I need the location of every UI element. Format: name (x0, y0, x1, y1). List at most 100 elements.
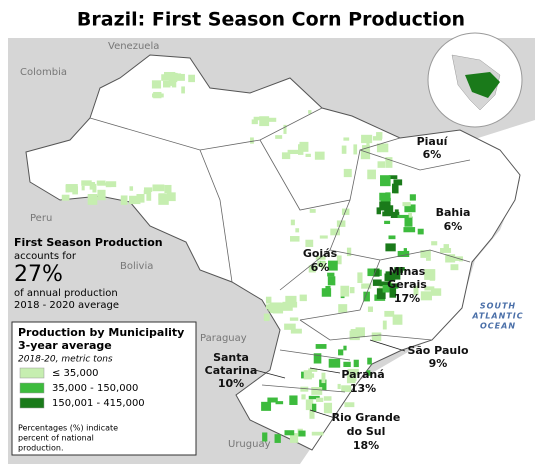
municipality-patch (295, 228, 300, 233)
municipality-patch (272, 302, 284, 314)
municipality-patch (384, 273, 396, 282)
municipality-patch (384, 310, 395, 317)
legend-label: 150,001 - 415,000 (52, 398, 145, 409)
municipality-patch (343, 345, 347, 351)
municipality-patch (429, 270, 436, 281)
municipality-patch (129, 186, 134, 191)
municipality-patch (168, 80, 174, 86)
production-patches (61, 71, 463, 443)
municipality-patch (323, 402, 333, 414)
municipality-patch (350, 328, 360, 333)
municipality-patch (285, 295, 297, 304)
municipality-patch (376, 207, 381, 215)
municipality-patch (403, 227, 416, 233)
municipality-patch (323, 396, 332, 401)
municipality-patch (392, 314, 403, 325)
municipality-patch (343, 168, 352, 178)
municipality-patch (176, 73, 182, 81)
municipality-patch (181, 86, 185, 94)
municipality-patch (313, 353, 322, 364)
municipality-patch (253, 116, 262, 121)
country-label: Peru (30, 213, 52, 224)
municipality-patch (372, 279, 382, 286)
municipality-patch (305, 153, 311, 157)
state-share: 13% (350, 382, 376, 395)
state-share: 18% (353, 439, 379, 452)
municipality-patch (301, 394, 306, 400)
ocean-label: ATLANTIC (471, 312, 523, 321)
legend-note: percent of national (18, 434, 94, 443)
municipality-patch (390, 211, 400, 218)
municipality-patch (367, 306, 373, 312)
municipality-patch (420, 291, 432, 301)
municipality-patch (290, 328, 302, 334)
municipality-patch (81, 185, 85, 191)
municipality-patch (308, 110, 312, 114)
municipality-patch (361, 134, 373, 144)
municipality-patch (168, 75, 178, 83)
state-share: 9% (429, 357, 448, 370)
state-name: Paraná (341, 368, 384, 381)
country-label: Bolivia (120, 261, 153, 272)
municipality-patch (388, 235, 396, 240)
state-name: Santa (213, 351, 249, 364)
summary-text: accounts for (14, 251, 77, 262)
municipality-patch (341, 385, 352, 392)
summary-heading: First Season Production (14, 236, 163, 249)
municipality-patch (316, 397, 324, 402)
municipality-patch (328, 260, 338, 271)
municipality-patch (311, 431, 324, 436)
summary-text: 2018 - 2020 average (14, 300, 119, 311)
municipality-patch (361, 283, 372, 289)
municipality-patch (402, 202, 411, 207)
municipality-patch (341, 145, 347, 154)
municipality-patch (97, 189, 106, 201)
municipality-patch (385, 157, 393, 168)
municipality-patch (299, 294, 307, 302)
state-borders (89, 107, 471, 393)
municipality-patch (129, 195, 141, 205)
legend-title: Production by Municipality (18, 326, 184, 339)
municipality-patch (250, 137, 254, 144)
municipality-patch (382, 284, 390, 293)
municipality-patch (65, 184, 78, 193)
municipality-patch (289, 433, 299, 443)
legend-note: production. (18, 444, 64, 453)
legend-title: 3-year average (18, 339, 112, 352)
municipality-patch (431, 241, 438, 246)
municipality-patch (282, 301, 293, 311)
municipality-patch (373, 268, 380, 277)
municipality-patch (376, 143, 389, 153)
municipality-patch (376, 288, 386, 299)
municipality-patch (275, 135, 283, 139)
municipality-patch (319, 235, 328, 239)
municipality-patch (385, 192, 391, 196)
legend-swatch (19, 367, 45, 379)
municipality-patch (404, 216, 413, 227)
municipality-patch (325, 285, 331, 290)
municipality-patch (367, 268, 378, 277)
municipality-patch (315, 344, 327, 349)
municipality-patch (321, 288, 332, 297)
state-name: Catarina (205, 364, 258, 377)
municipality-patch (372, 136, 383, 141)
municipality-patch (413, 285, 419, 296)
municipality-patch (443, 244, 450, 249)
municipality-patch (321, 372, 326, 384)
state-share: 6% (423, 148, 442, 161)
municipality-patch (284, 323, 296, 330)
municipality-patch (274, 434, 281, 443)
municipality-patch (152, 93, 164, 98)
municipality-patch (344, 402, 355, 408)
municipality-patch (262, 432, 268, 442)
ocean-label: SOUTH (480, 302, 516, 311)
municipality-patch (376, 132, 383, 139)
municipality-patch (417, 228, 424, 235)
municipality-patch (426, 257, 431, 261)
municipality-patch (336, 220, 346, 227)
municipality-patch (409, 194, 416, 201)
legend-label: ≤ 35,000 (52, 368, 99, 379)
municipality-patch (340, 285, 350, 297)
municipality-patch (261, 401, 272, 411)
municipality-patch (300, 386, 309, 392)
